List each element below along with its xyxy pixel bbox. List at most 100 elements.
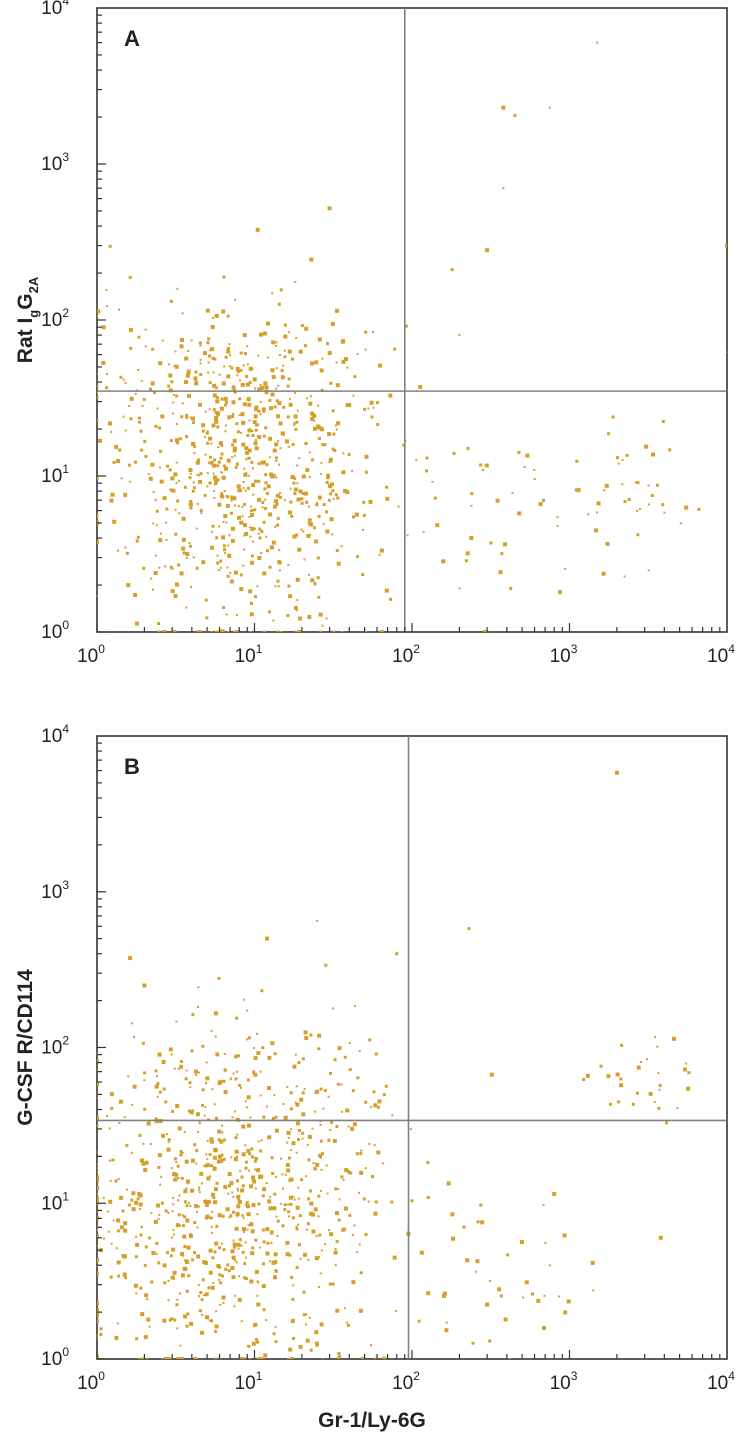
- data-point: [123, 1221, 128, 1226]
- data-point: [197, 986, 200, 989]
- data-point: [247, 1344, 251, 1348]
- data-point: [346, 1321, 349, 1324]
- data-point: [204, 1292, 209, 1297]
- data-point: [206, 341, 210, 345]
- data-point: [208, 1319, 211, 1322]
- data-point: [158, 538, 163, 543]
- data-point: [231, 443, 235, 447]
- data-point: [433, 496, 437, 500]
- data-point: [185, 435, 189, 439]
- data-point: [200, 512, 203, 515]
- data-point: [101, 325, 106, 330]
- data-point: [292, 534, 297, 539]
- data-point: [359, 1151, 363, 1155]
- data-point: [97, 1308, 99, 1313]
- data-point: [195, 1073, 198, 1076]
- data-point: [253, 1047, 255, 1050]
- data-point: [479, 463, 483, 467]
- data-point: [143, 1335, 148, 1340]
- data-point: [248, 419, 251, 422]
- data-point: [216, 554, 219, 557]
- data-point: [119, 375, 123, 379]
- data-point: [133, 1036, 135, 1038]
- data-point: [342, 1178, 345, 1181]
- data-point: [326, 1192, 329, 1195]
- data-point: [309, 518, 312, 521]
- data-point: [312, 426, 317, 431]
- data-point: [253, 1056, 258, 1061]
- data-point: [185, 1069, 188, 1072]
- data-point: [391, 1114, 394, 1117]
- data-point: [382, 1093, 386, 1097]
- data-point: [185, 1179, 190, 1184]
- data-point: [485, 1302, 490, 1307]
- data-point: [289, 1177, 294, 1182]
- data-point: [221, 1131, 224, 1134]
- data-point: [318, 1153, 323, 1158]
- data-point: [176, 1327, 179, 1330]
- data-point: [242, 481, 245, 483]
- data-point: [172, 630, 177, 632]
- data-point: [245, 458, 248, 461]
- data-point: [251, 1246, 255, 1250]
- data-point: [222, 1301, 225, 1304]
- data-point: [200, 1330, 205, 1335]
- data-point: [241, 1357, 246, 1359]
- data-point: [257, 532, 260, 535]
- data-point: [105, 288, 108, 291]
- y-axis-title: G-CSF R/CD114: [14, 969, 37, 1126]
- data-point: [97, 1151, 98, 1154]
- data-point: [159, 449, 162, 453]
- data-point: [143, 1079, 146, 1082]
- data-point: [118, 1122, 121, 1124]
- data-point: [265, 936, 269, 941]
- data-point: [285, 1252, 290, 1257]
- data-point: [259, 384, 262, 386]
- data-point: [563, 1310, 568, 1315]
- data-point: [97, 1257, 99, 1262]
- data-point: [279, 447, 282, 450]
- data-point: [293, 421, 296, 424]
- data-point: [97, 1319, 99, 1324]
- data-point: [241, 505, 244, 508]
- data-point: [274, 1326, 277, 1329]
- data-point: [158, 1213, 161, 1216]
- data-point: [287, 1210, 291, 1214]
- data-point: [114, 444, 119, 449]
- data-point: [170, 1357, 173, 1359]
- data-point: [338, 1198, 341, 1201]
- data-point: [109, 1275, 113, 1279]
- data-point: [195, 460, 200, 465]
- data-point: [623, 500, 627, 504]
- data-point: [283, 1207, 287, 1211]
- data-point: [245, 1256, 247, 1259]
- data-point: [161, 1060, 166, 1064]
- data-point: [97, 1124, 99, 1128]
- data-point: [251, 367, 254, 370]
- data-point: [226, 495, 230, 499]
- data-point: [575, 459, 579, 463]
- data-point: [231, 456, 234, 459]
- data-point: [257, 435, 262, 439]
- data-point: [295, 1151, 298, 1154]
- data-point: [364, 348, 367, 351]
- data-point: [397, 505, 400, 508]
- data-point: [236, 1242, 241, 1247]
- data-point: [183, 1266, 188, 1271]
- data-point: [129, 396, 134, 401]
- data-point: [665, 1121, 668, 1125]
- data-point: [246, 382, 250, 387]
- data-point: [471, 1341, 475, 1345]
- data-point: [171, 1236, 173, 1239]
- data-point: [272, 1332, 276, 1336]
- data-point: [467, 927, 471, 931]
- data-point: [353, 375, 357, 379]
- data-point: [185, 556, 188, 559]
- data-point: [301, 1137, 304, 1140]
- data-point: [264, 426, 268, 430]
- data-point: [224, 403, 228, 407]
- data-point: [489, 541, 493, 545]
- data-point: [108, 1159, 111, 1162]
- data-point: [121, 1253, 126, 1258]
- data-point: [319, 1189, 322, 1192]
